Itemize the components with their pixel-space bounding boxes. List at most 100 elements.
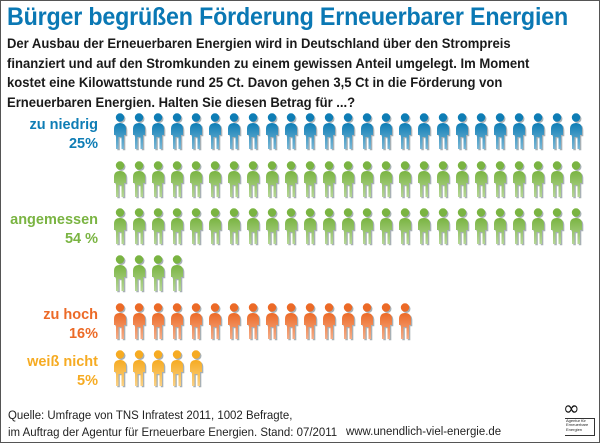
person-icon bbox=[152, 113, 166, 151]
person-icon bbox=[418, 113, 432, 151]
person-icon bbox=[228, 303, 242, 341]
person-icon bbox=[418, 208, 432, 246]
person-icon bbox=[133, 350, 147, 388]
person-icon bbox=[361, 303, 375, 341]
person-icon bbox=[456, 113, 470, 151]
person-icon bbox=[209, 113, 223, 151]
person-icon bbox=[323, 208, 337, 246]
person-icon bbox=[380, 161, 394, 199]
person-icon bbox=[114, 113, 128, 151]
person-icon bbox=[380, 113, 394, 151]
person-icon bbox=[266, 161, 280, 199]
series-2 bbox=[114, 303, 413, 341]
person-icon bbox=[399, 208, 413, 246]
person-icon bbox=[437, 113, 451, 151]
person-icon bbox=[532, 161, 546, 199]
logo-text-line: Erneuerbare bbox=[566, 422, 589, 428]
person-icon bbox=[190, 113, 204, 151]
category-value: 54 % bbox=[64, 231, 98, 247]
category-value: 16% bbox=[68, 326, 98, 342]
person-icon bbox=[513, 113, 527, 151]
person-icon bbox=[285, 113, 299, 151]
person-icon bbox=[570, 161, 584, 199]
person-icon bbox=[114, 161, 128, 199]
website-link[interactable]: www.unendlich-viel-energie.de bbox=[346, 424, 502, 438]
person-icon bbox=[380, 208, 394, 246]
person-icon bbox=[475, 161, 489, 199]
person-icon bbox=[247, 208, 261, 246]
person-icon bbox=[266, 303, 280, 341]
person-icon bbox=[114, 350, 128, 388]
person-icon bbox=[380, 303, 394, 341]
source-line-1: Quelle: Umfrage von TNS Infratest 2011, … bbox=[8, 408, 293, 422]
person-icon bbox=[152, 255, 166, 293]
person-icon bbox=[133, 161, 147, 199]
person-icon bbox=[342, 208, 356, 246]
person-icon bbox=[323, 113, 337, 151]
person-icon bbox=[513, 161, 527, 199]
person-icon bbox=[190, 208, 204, 246]
series-1 bbox=[114, 161, 584, 293]
person-icon bbox=[494, 161, 508, 199]
category-value: 25% bbox=[68, 136, 98, 152]
category-name: zu hoch bbox=[43, 307, 98, 323]
logo-text: Agentur für Erneuerbare Energien bbox=[566, 418, 589, 432]
person-icon bbox=[361, 113, 375, 151]
person-icon bbox=[570, 208, 584, 246]
person-icon bbox=[304, 303, 318, 341]
person-icon bbox=[190, 303, 204, 341]
person-icon bbox=[304, 208, 318, 246]
person-icon bbox=[532, 208, 546, 246]
person-icon bbox=[171, 113, 185, 151]
person-icon bbox=[570, 113, 584, 151]
person-icon bbox=[494, 113, 508, 151]
person-icon bbox=[399, 113, 413, 151]
person-icon bbox=[266, 208, 280, 246]
category-label-0: zu niedrig 25% bbox=[30, 116, 98, 154]
person-icon bbox=[437, 161, 451, 199]
person-icon bbox=[323, 303, 337, 341]
person-icon bbox=[494, 208, 508, 246]
person-icon bbox=[513, 208, 527, 246]
person-icon bbox=[456, 161, 470, 199]
person-icon bbox=[114, 303, 128, 341]
person-icon bbox=[247, 303, 261, 341]
agency-logo: ∞ Agentur für Erneuerbare Energien bbox=[563, 398, 597, 439]
source-line-2: im Auftrag der Agentur für Erneuerbare E… bbox=[8, 425, 338, 439]
person-icon bbox=[399, 161, 413, 199]
series-0 bbox=[114, 113, 584, 151]
person-icon bbox=[228, 208, 242, 246]
person-icon bbox=[228, 161, 242, 199]
person-icon bbox=[209, 161, 223, 199]
person-icon bbox=[551, 113, 565, 151]
person-icon bbox=[171, 255, 185, 293]
category-name: angemessen bbox=[10, 212, 98, 228]
person-icon bbox=[342, 303, 356, 341]
person-icon bbox=[171, 350, 185, 388]
person-icon bbox=[152, 208, 166, 246]
source-note: Quelle: Umfrage von TNS Infratest 2011, … bbox=[8, 407, 337, 441]
person-icon bbox=[152, 303, 166, 341]
person-icon bbox=[190, 161, 204, 199]
person-icon bbox=[418, 161, 432, 199]
category-name: zu niedrig bbox=[29, 117, 98, 133]
intro-text: Der Ausbau der Erneuerbaren Energien wir… bbox=[7, 36, 530, 111]
person-icon bbox=[171, 208, 185, 246]
person-icon bbox=[456, 208, 470, 246]
person-icon bbox=[171, 303, 185, 341]
person-icon bbox=[532, 113, 546, 151]
person-icon bbox=[152, 350, 166, 388]
person-icon bbox=[114, 255, 128, 293]
person-icon bbox=[190, 350, 204, 388]
person-icon bbox=[266, 113, 280, 151]
page-title: Bürger begrüßen Förderung Erneuerbarer E… bbox=[7, 3, 568, 31]
person-icon bbox=[133, 255, 147, 293]
person-icon bbox=[475, 208, 489, 246]
person-icon bbox=[247, 113, 261, 151]
person-icon bbox=[285, 161, 299, 199]
person-icon bbox=[475, 113, 489, 151]
category-label-1: angemessen 54 % bbox=[10, 211, 98, 249]
series-3 bbox=[114, 350, 204, 388]
person-icon bbox=[399, 303, 413, 341]
category-label-3: weiß nicht 5% bbox=[27, 353, 98, 391]
